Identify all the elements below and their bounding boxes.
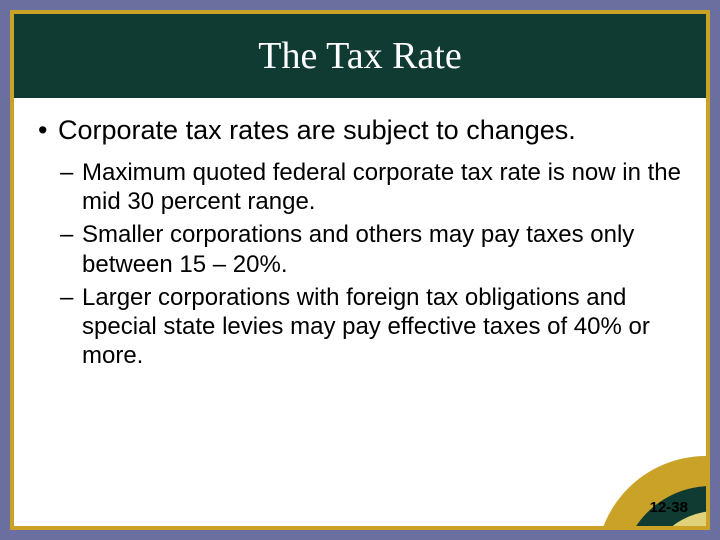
slide-title: The Tax Rate	[258, 34, 461, 78]
slide-body: Corporate tax rates are subject to chang…	[14, 98, 706, 371]
page-number: 12-38	[650, 499, 688, 516]
bullet-text: Maximum quoted federal corporate tax rat…	[82, 159, 681, 215]
bullet-text: Larger corporations with foreign tax obl…	[82, 284, 650, 370]
bullet-text: Smaller corporations and others may pay …	[82, 221, 634, 277]
list-item: Smaller corporations and others may pay …	[58, 220, 684, 279]
list-item: Maximum quoted federal corporate tax rat…	[58, 158, 684, 217]
list-item: Corporate tax rates are subject to chang…	[36, 114, 684, 371]
content-area: The Tax Rate Corporate tax rates are sub…	[14, 14, 706, 526]
title-bar: The Tax Rate	[14, 14, 706, 98]
list-item: Larger corporations with foreign tax obl…	[58, 283, 684, 371]
bullet-list-level2: Maximum quoted federal corporate tax rat…	[58, 158, 684, 371]
bullet-list-level1: Corporate tax rates are subject to chang…	[36, 114, 684, 371]
slide: The Tax Rate Corporate tax rates are sub…	[0, 0, 720, 540]
bullet-text: Corporate tax rates are subject to chang…	[58, 115, 576, 145]
